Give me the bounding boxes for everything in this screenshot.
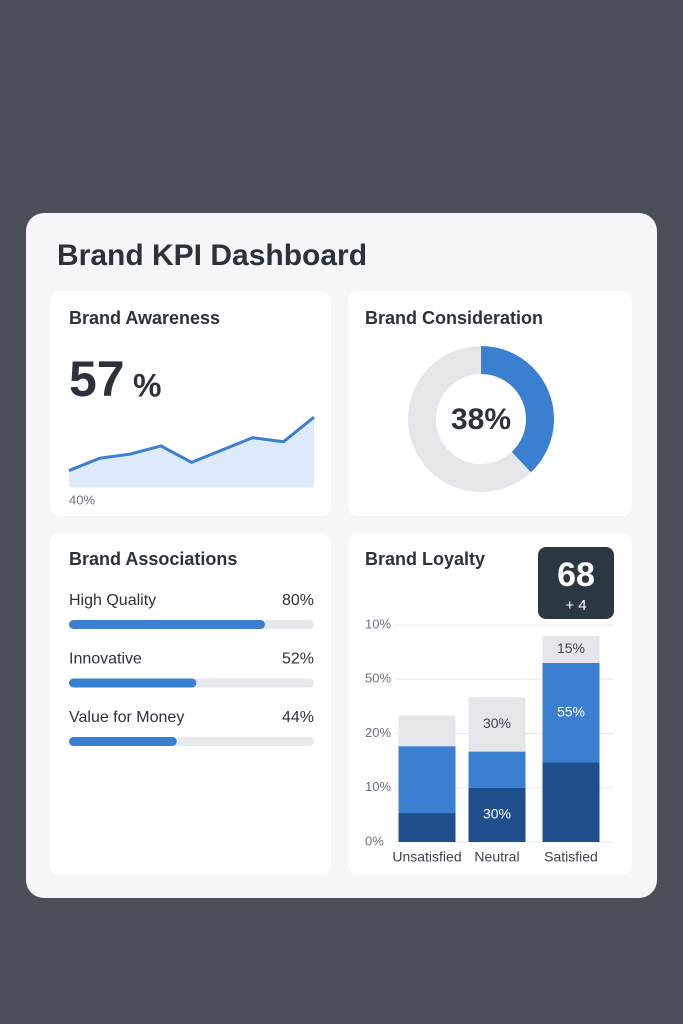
bar-segment xyxy=(398,813,456,842)
y-tick-label: 20% xyxy=(365,725,391,740)
bar-segment xyxy=(398,746,456,814)
panel-title: Brand Consideration xyxy=(365,308,543,328)
y-tick-label: 10% xyxy=(365,616,391,631)
segment-label: 30% xyxy=(483,715,511,731)
bar-segment xyxy=(398,715,456,747)
bar-segment xyxy=(468,751,526,788)
bar-segment xyxy=(542,662,600,763)
bar-segment xyxy=(468,787,526,842)
donut-label: 38% xyxy=(451,403,511,436)
score-box xyxy=(538,547,614,619)
x-tick-label: Neutral xyxy=(474,849,519,865)
x-tick-label: Satisfied xyxy=(544,849,598,865)
progress-bar xyxy=(69,620,265,629)
y-tick-label: 0% xyxy=(365,833,384,848)
item-value: 80% xyxy=(282,592,314,609)
item-value: 44% xyxy=(282,709,314,726)
associations-panel xyxy=(50,533,331,875)
panel-title: Brand Awareness xyxy=(69,308,220,328)
progress-bar xyxy=(69,737,177,746)
consideration-panel xyxy=(348,291,632,516)
item-label: Value for Money xyxy=(69,709,184,726)
segment-label: 30% xyxy=(483,806,511,822)
line xyxy=(68,415,315,472)
item-label: Innovative xyxy=(69,651,142,668)
panel-title: Brand Associations xyxy=(69,549,237,569)
kpi-unit: % xyxy=(133,367,161,403)
bar-segment xyxy=(542,762,600,842)
donut-arc xyxy=(408,346,554,492)
progress-bar xyxy=(69,678,197,688)
y-tick-label: 50% xyxy=(365,671,391,686)
loyalty-change: + 4 xyxy=(565,597,586,614)
bar-segment xyxy=(542,635,600,663)
kpi-value: 57 xyxy=(69,351,125,407)
area-fill xyxy=(69,417,314,487)
segment-label: 15% xyxy=(557,640,585,656)
segment-label: 55% xyxy=(557,703,585,719)
item-value: 52% xyxy=(282,651,314,668)
y-tick-label: 10% xyxy=(365,779,391,794)
dashboard-title: Brand KPI Dashboard xyxy=(57,239,367,272)
x-tick-label: Unsatisfied xyxy=(392,849,461,865)
y-tick-label: 40% xyxy=(69,492,95,507)
bar-segment xyxy=(468,697,526,752)
item-label: High Quality xyxy=(69,592,156,609)
loyalty-score: 68 xyxy=(557,556,595,594)
panel-title: Brand Loyalty xyxy=(365,549,485,569)
